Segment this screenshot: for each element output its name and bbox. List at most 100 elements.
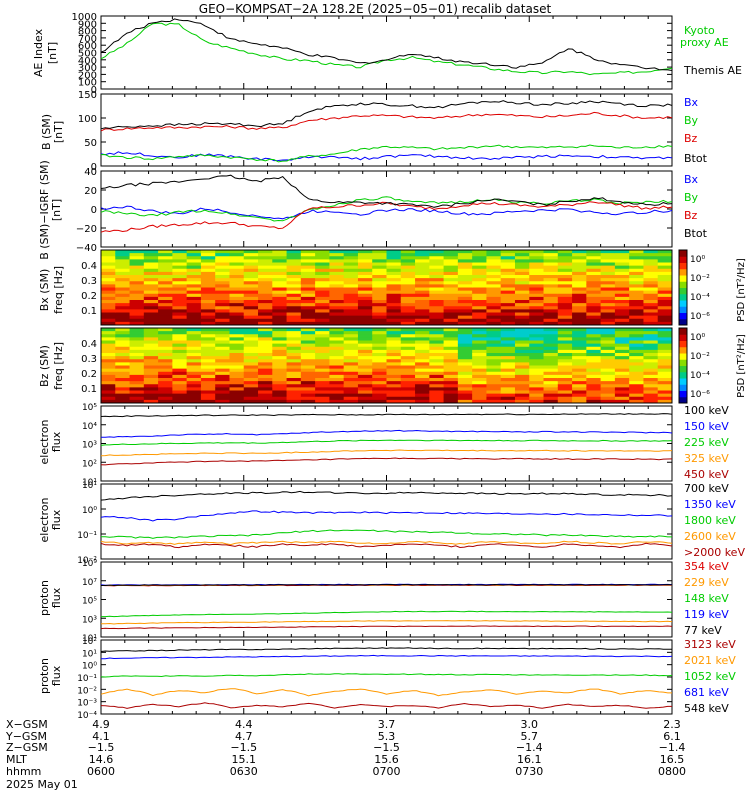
heatmap-cell: [557, 378, 573, 382]
y-tick-label: 10³: [82, 615, 97, 625]
heatmap-cell: [243, 393, 259, 398]
heatmap-cell: [429, 340, 445, 345]
heatmap-cell: [101, 387, 116, 391]
heatmap-cell: [543, 384, 559, 388]
heatmap-cell: [429, 349, 445, 354]
heatmap-cell: [143, 265, 159, 270]
heatmap-cell: [143, 381, 159, 385]
heatmap-cell: [600, 265, 616, 270]
heatmap-cell: [343, 256, 359, 260]
heatmap-cell: [429, 309, 445, 313]
heatmap-cell: [443, 303, 459, 307]
heatmap-cell: [614, 253, 630, 257]
heatmap-cell: [101, 306, 116, 310]
heatmap-cell: [557, 371, 573, 376]
heatmap-cell: [143, 250, 159, 254]
heatmap-cell: [657, 318, 673, 323]
heatmap-cell: [229, 359, 245, 363]
heatmap-cell: [300, 362, 316, 366]
heatmap-cell: [229, 331, 245, 335]
heatmap-cell: [529, 321, 545, 326]
heatmap-cell: [186, 390, 202, 395]
heatmap-cell: [557, 296, 573, 301]
y-tick-label: −40: [76, 243, 97, 254]
heatmap-cell: [543, 290, 559, 295]
heatmap-cell: [386, 284, 402, 288]
heatmap-cell: [186, 337, 202, 341]
colorbar-frame: [678, 249, 688, 326]
heatmap-cell: [657, 275, 673, 279]
y-tick-label: 300: [78, 63, 97, 74]
heatmap-cell: [329, 287, 345, 292]
heatmap-cell: [586, 250, 602, 254]
heatmap-cell: [386, 387, 402, 391]
heatmap-cell: [643, 328, 659, 332]
heatmap-cell: [514, 300, 530, 304]
heatmap-cell: [200, 340, 216, 345]
heatmap-cell: [429, 328, 445, 332]
heatmap-cell: [286, 259, 302, 263]
heatmap-cell: [543, 368, 559, 373]
heatmap-cell: [557, 306, 573, 310]
heatmap-cell: [415, 321, 430, 326]
axis-table-value: 0600: [87, 765, 115, 778]
heatmap-cell: [357, 368, 373, 373]
heatmap-cell: [586, 309, 602, 313]
legend-bz-1: Bz: [684, 132, 698, 145]
heatmap-cell: [500, 387, 516, 391]
heatmap-cell: [357, 309, 373, 313]
heatmap-cell: [457, 259, 473, 263]
heatmap-cell: [357, 265, 373, 270]
heatmap-cell: [200, 387, 216, 391]
heatmap-cell: [215, 250, 230, 254]
axis-table-value: −1.5: [230, 741, 257, 754]
heatmap-cell: [500, 381, 516, 385]
heatmap-cell: [343, 396, 359, 401]
heatmap-cell: [243, 334, 259, 338]
heatmap-cell: [529, 268, 545, 273]
heatmap-cell: [300, 306, 316, 310]
heatmap-cell: [614, 368, 630, 373]
heatmap-cell: [614, 378, 630, 382]
heatmap-cell: [272, 293, 288, 298]
heatmap-cell: [657, 378, 673, 382]
heatmap-cell: [143, 328, 159, 332]
heatmap-cell: [557, 287, 573, 292]
heatmap-cell: [614, 256, 630, 260]
heatmap-cell: [172, 256, 188, 260]
heatmap-cell: [315, 271, 330, 276]
heatmap-cell: [657, 343, 673, 348]
heatmap-cell: [443, 293, 459, 298]
heatmap-frame: [100, 249, 673, 326]
axis-table-value: 3.0: [521, 718, 539, 731]
heatmap-cell: [258, 334, 273, 338]
heatmap-cell: [386, 353, 402, 357]
heatmap-cell: [115, 346, 131, 351]
heatmap-cell: [500, 271, 516, 276]
y-tick-label: 0.4: [81, 261, 97, 272]
heatmap-cell: [258, 337, 273, 341]
heatmap-cell: [243, 346, 259, 351]
heatmap-cell: [643, 381, 659, 385]
legend-e225: 225 keV: [684, 436, 729, 449]
heatmap-cell: [143, 278, 159, 282]
heatmap-cell: [586, 296, 602, 301]
bxpsd-cbar-label: PSD [nT²/Hz]: [736, 258, 747, 322]
heatmap-cell: [657, 253, 673, 257]
colorbar-tick-label: 10⁰: [690, 333, 705, 343]
heatmap-cell: [472, 353, 487, 357]
heatmap-cell: [186, 312, 202, 317]
heatmap-cell: [243, 293, 259, 298]
heatmap-cell: [586, 300, 602, 304]
heatmap-cell: [514, 399, 530, 404]
heatmap-cell: [215, 300, 230, 304]
heatmap-cell: [115, 321, 131, 326]
heatmap-cell: [429, 275, 445, 279]
heatmap-cell: [129, 359, 145, 363]
heatmap-cell: [386, 271, 402, 276]
heatmap-cell: [229, 343, 245, 348]
heatmap-cell: [657, 256, 673, 260]
heatmap-cell: [101, 259, 116, 263]
heatmap-cell: [572, 287, 587, 292]
heatmap-cell: [258, 321, 273, 326]
